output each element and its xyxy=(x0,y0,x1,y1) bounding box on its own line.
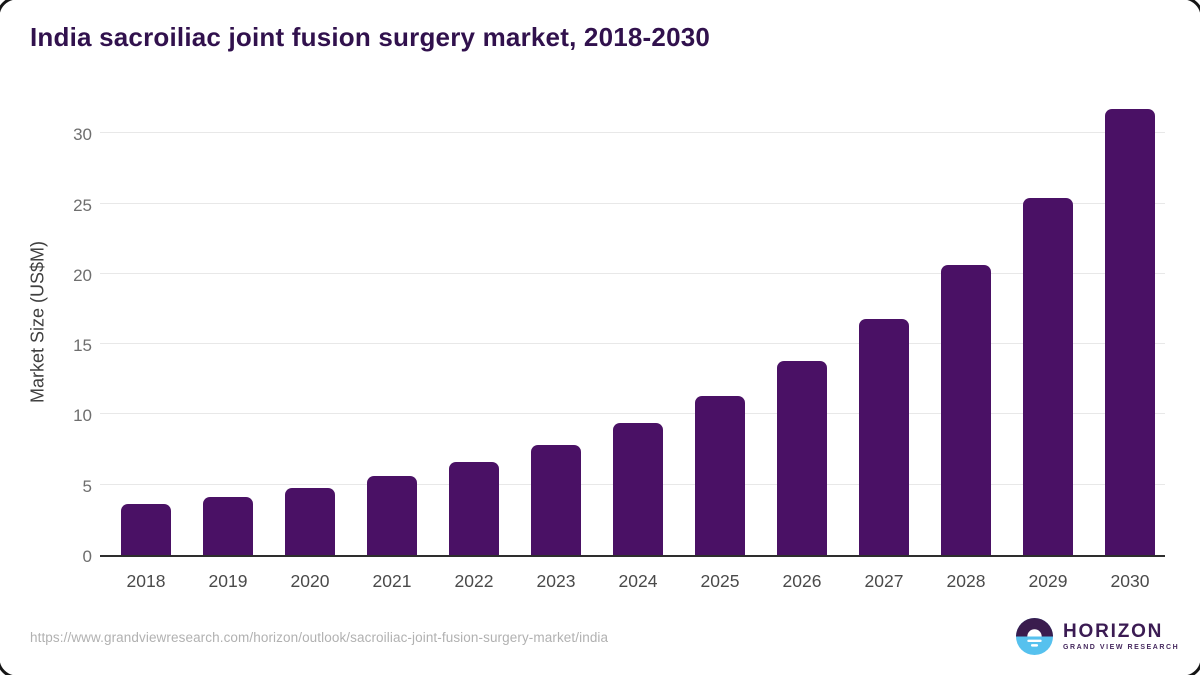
x-tick-label-2026: 2026 xyxy=(782,571,822,591)
x-tick-label-2027: 2027 xyxy=(864,571,904,591)
x-tick-label-2023: 2023 xyxy=(536,571,576,591)
y-tick-label-20: 20 xyxy=(73,265,92,285)
x-tick-label-2024: 2024 xyxy=(618,571,658,591)
horizon-sun-icon xyxy=(1016,618,1053,655)
gridline-20 xyxy=(100,272,1165,274)
bar-2018 xyxy=(121,504,171,555)
bar-2028 xyxy=(941,265,991,555)
x-tick-label-2018: 2018 xyxy=(126,571,166,591)
bar-2029 xyxy=(1023,197,1073,555)
bar-2026 xyxy=(777,361,827,555)
x-tick-label-2025: 2025 xyxy=(700,571,740,591)
source-url: https://www.grandviewresearch.com/horizo… xyxy=(30,630,609,645)
gridline-10 xyxy=(100,413,1165,415)
x-tick-label-2021: 2021 xyxy=(372,571,412,591)
y-tick-label-0: 0 xyxy=(82,547,92,566)
x-tick-label-2028: 2028 xyxy=(946,571,986,591)
logo-text: HORIZON GRAND VIEW RESEARCH xyxy=(1063,622,1179,651)
logo-subtitle: GRAND VIEW RESEARCH xyxy=(1063,644,1180,651)
gridline-25 xyxy=(100,202,1165,204)
logo-title: HORIZON xyxy=(1063,621,1164,642)
bar-2024 xyxy=(613,422,663,555)
bar-2027 xyxy=(859,318,909,555)
x-tick-label-2029: 2029 xyxy=(1028,571,1068,591)
chart-title: India sacroiliac joint fusion surgery ma… xyxy=(30,22,711,52)
bar-2020 xyxy=(285,487,335,555)
y-tick-label-15: 15 xyxy=(73,336,92,356)
x-tick-label-2022: 2022 xyxy=(454,571,494,591)
x-axis-labels: 2018 2019 2020 2021 2022 2023 2024 2025 2026 2027… xyxy=(100,571,1165,597)
bar-chart-plot-area xyxy=(100,109,1165,557)
y-axis-ticks: 0 5 10 15 20 25 30 xyxy=(0,110,92,566)
gridline-15 xyxy=(100,343,1165,345)
bar-2025 xyxy=(695,396,745,555)
bar-2021 xyxy=(367,476,417,555)
bar-2023 xyxy=(531,445,581,555)
x-tick-label-2020: 2020 xyxy=(290,571,330,591)
gridline-30 xyxy=(100,132,1165,134)
y-tick-label-30: 30 xyxy=(73,125,92,145)
y-tick-label-5: 5 xyxy=(82,476,92,496)
bar-2019 xyxy=(203,497,253,555)
bar-2022 xyxy=(449,462,499,555)
x-tick-label-2030: 2030 xyxy=(1110,571,1150,591)
y-tick-label-25: 25 xyxy=(73,195,92,215)
bar-2030 xyxy=(1105,109,1155,555)
y-tick-label-10: 10 xyxy=(73,406,92,426)
horizon-logo: HORIZON GRAND VIEW RESEARCH xyxy=(1016,618,1179,655)
x-tick-label-2019: 2019 xyxy=(208,571,248,591)
